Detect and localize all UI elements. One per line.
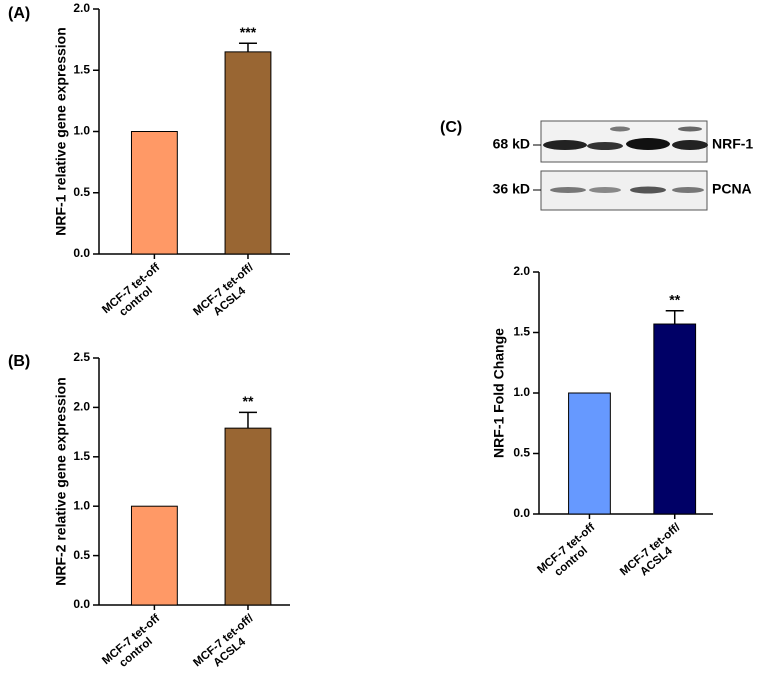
category-label: MCF-7 tet-off/ACSL4 xyxy=(191,261,256,318)
y-tick-label: 1.5 xyxy=(73,62,90,76)
panel-label: (B) xyxy=(8,353,30,370)
y-tick-label: 2.0 xyxy=(73,400,90,414)
band xyxy=(550,187,586,193)
y-tick-label: 1.0 xyxy=(73,124,90,138)
y-tick-label: 2.0 xyxy=(513,264,530,278)
y-tick-label: 1.0 xyxy=(513,385,530,399)
bar xyxy=(653,323,697,515)
y-axis-label: NRF-1 relative gene expression xyxy=(53,27,69,236)
error-bar xyxy=(238,411,257,429)
y-tick-label: 1.5 xyxy=(73,449,90,463)
y-tick-label: 2.0 xyxy=(73,1,90,15)
y-axis-label: NRF-2 relative gene expression xyxy=(53,377,69,586)
y-tick-label: 0.0 xyxy=(73,597,90,611)
bar xyxy=(568,392,611,515)
bar xyxy=(130,505,178,606)
bar xyxy=(130,131,178,255)
y-tick-label: 0.0 xyxy=(513,506,530,520)
error-bar xyxy=(238,42,257,52)
band xyxy=(672,140,708,150)
y-tick-label: 0.5 xyxy=(73,185,90,199)
band xyxy=(678,126,702,132)
band xyxy=(630,186,666,194)
western-blot: 68 kD 36 kD NRF-1 PCNA xyxy=(493,120,753,211)
size-label: 68 kD xyxy=(493,136,530,152)
band xyxy=(587,142,623,150)
band xyxy=(610,126,630,132)
protein-label: NRF-1 xyxy=(712,136,753,152)
band xyxy=(626,138,670,150)
band xyxy=(543,140,587,150)
band xyxy=(672,187,704,193)
y-axis-label: NRF-1 Fold Change xyxy=(491,328,507,458)
y-tick-label: 2.5 xyxy=(73,350,90,364)
band xyxy=(589,187,621,193)
y-tick-label: 1.0 xyxy=(73,498,90,512)
category-label: MCF-7 tet-off/ACSL4 xyxy=(618,521,683,578)
bar xyxy=(224,427,272,606)
significance: ** xyxy=(243,393,254,409)
y-tick-label: 0.5 xyxy=(73,548,90,562)
y-tick-label: 0.0 xyxy=(73,246,90,260)
y-tick-label: 0.5 xyxy=(513,446,530,460)
size-label: 36 kD xyxy=(493,181,530,197)
protein-label: PCNA xyxy=(712,181,752,197)
panel-label: (A) xyxy=(8,5,30,22)
panel-label: (C) xyxy=(440,119,462,136)
y-tick-label: 1.5 xyxy=(513,325,530,339)
bar xyxy=(224,51,272,255)
significance: *** xyxy=(240,24,257,40)
category-label: MCF-7 tet-off/ACSL4 xyxy=(191,612,256,669)
error-bar xyxy=(665,309,684,325)
significance: ** xyxy=(669,291,680,307)
